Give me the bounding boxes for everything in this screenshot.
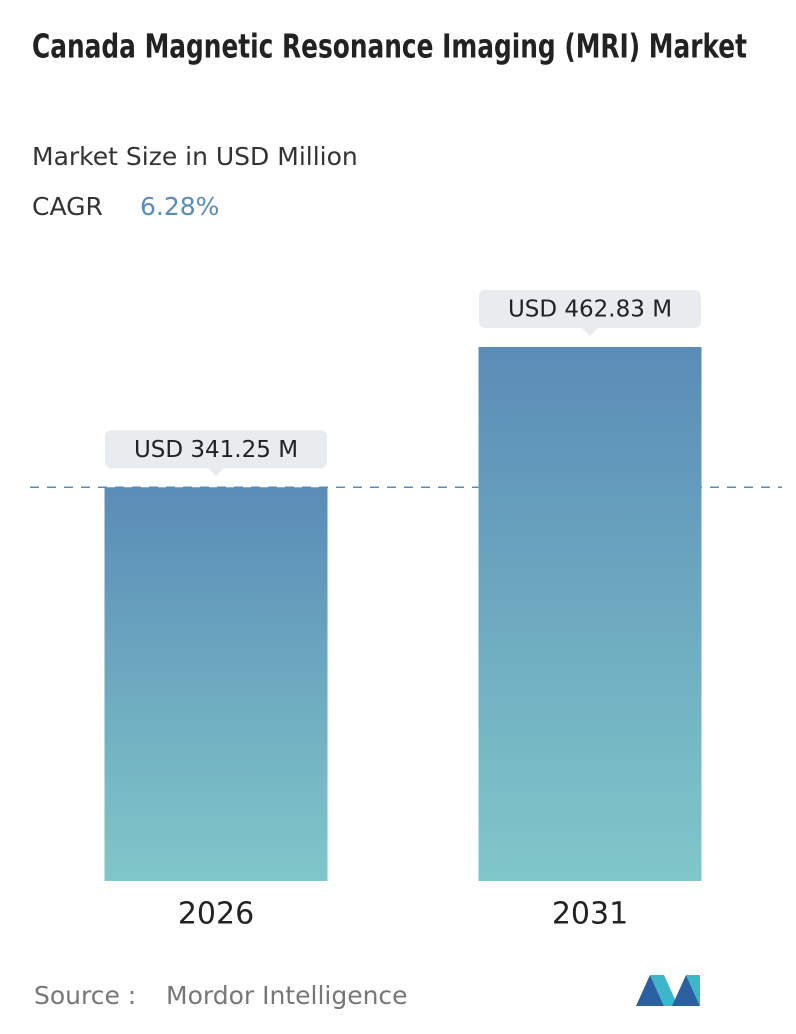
cagr-value: 6.28% <box>140 192 219 221</box>
x-tick-label: 2031 <box>552 897 628 932</box>
x-tick-label: 2026 <box>178 897 254 932</box>
source-label: Source : <box>34 981 136 1010</box>
chart-title: Canada Magnetic Resonance Imaging (MRI) … <box>32 27 747 66</box>
value-label: USD 341.25 M <box>134 437 298 463</box>
logo <box>636 975 700 1006</box>
label-box <box>479 290 701 328</box>
label-box <box>105 430 327 469</box>
label-pointer <box>208 468 224 477</box>
chart-subtitle: Market Size in USD Million <box>32 142 358 171</box>
source: Mordor Intelligence <box>166 981 408 1010</box>
cagr-label: CAGR <box>32 192 103 221</box>
bar <box>104 487 328 881</box>
label-pointer <box>582 328 598 336</box>
bar <box>478 347 702 881</box>
value-label: USD 462.83 M <box>508 297 672 323</box>
